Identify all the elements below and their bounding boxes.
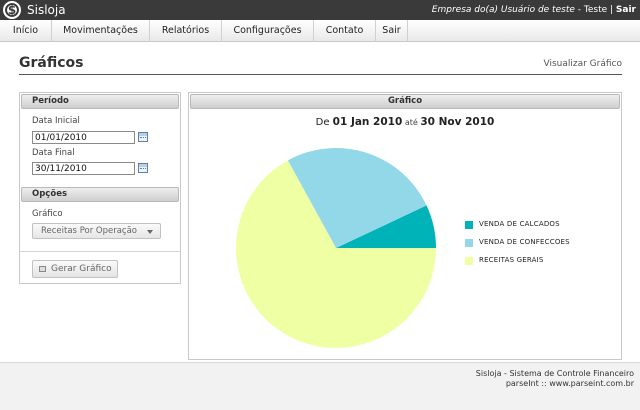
nav-item-inicio[interactable]: Início [0,20,52,42]
legend-item: VENDA DE CALCADOS [465,220,560,230]
pie-chart [235,147,436,348]
footer: Sisloja - Sistema de Controle Financeiro… [0,362,640,410]
company-name: Empresa do(a) Usuário de teste [431,5,575,15]
dollar-logo-icon: $ [3,1,21,19]
nav-item-contato[interactable]: Contato [314,20,376,42]
nav-item-relatorios[interactable]: Relatórios [150,20,222,42]
title-divider [19,74,622,75]
end-date-input[interactable] [32,162,135,175]
legend-label: RECEITAS GERAIS [479,256,544,264]
calendar-icon[interactable] [138,163,148,173]
app-name: Sisloja [27,3,66,17]
chart-title: De 01 Jan 2010 até 30 Nov 2010 [315,116,495,128]
start-date-label: Data Inicial [32,116,80,126]
chart-icon [39,266,46,272]
user-link[interactable]: Teste [583,5,608,15]
pie-slice[interactable] [336,205,436,248]
footer-line-2: parseInt :: www.parseint.com.br [505,379,634,388]
periodo-header: Período [21,94,179,109]
generate-chart-button[interactable]: Gerar Gráfico [32,260,118,278]
options-divider [20,251,180,252]
legend-item: VENDA DE CONFECCOES [465,238,570,248]
end-date-label: Data Final [32,148,75,158]
chart-start-date: 01 Jan 2010 [332,116,403,128]
legend-item: RECEITAS GERAIS [465,256,544,266]
legend-swatch [465,257,473,265]
chart-type-label: Gráfico [32,209,63,219]
chart-type-select[interactable]: Receitas Por Operação [32,223,161,239]
page-subtitle: Visualizar Gráfico [543,59,622,69]
legend-swatch [465,221,473,229]
pie-slice[interactable] [235,160,436,348]
main-nav: Início Movimentações Relatórios Configur… [0,20,640,42]
opcoes-header: Opções [21,187,179,202]
chart-end-date: 30 Nov 2010 [420,116,495,128]
generate-chart-label: Gerar Gráfico [51,264,112,274]
legend-label: VENDA DE CONFECCOES [479,238,570,246]
user-info: Empresa do(a) Usuário de teste - Teste |… [431,5,636,15]
chevron-down-icon [147,230,153,234]
legend-swatch [465,239,473,247]
page-title: Gráficos [19,55,84,71]
chart-panel: Gráfico De 01 Jan 2010 até 30 Nov 2010 V… [188,92,622,360]
logout-link[interactable]: Sair [615,5,636,15]
nav-item-configuracoes[interactable]: Configurações [222,20,314,42]
top-bar: $ Sisloja Empresa do(a) Usuário de teste… [0,0,640,20]
chart-type-value: Receitas Por Operação [41,226,138,236]
pie-slice[interactable] [287,147,427,248]
filter-panel: Período Data Inicial Data Final Opções G… [19,92,181,284]
legend-label: VENDA DE CALCADOS [479,220,560,228]
grafico-header: Gráfico [190,94,620,109]
calendar-icon[interactable] [138,132,148,142]
footer-line-1: Sisloja - Sistema de Controle Financeiro [475,369,634,378]
start-date-input[interactable] [32,131,135,144]
nav-item-movimentacoes[interactable]: Movimentações [52,20,150,42]
nav-item-sair[interactable]: Sair [376,20,408,42]
